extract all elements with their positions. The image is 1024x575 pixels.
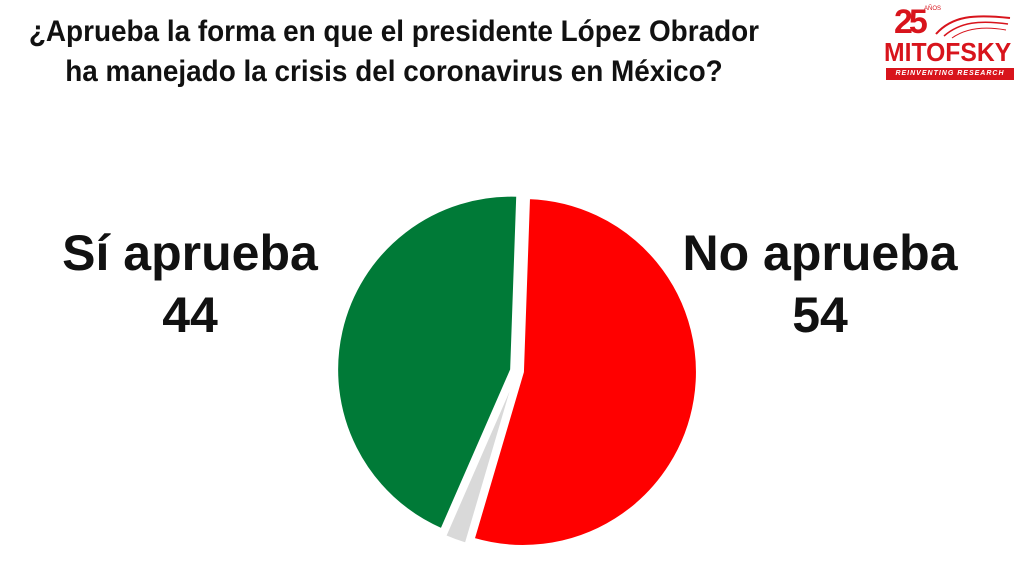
logo-anniversary-number: 25 <box>894 3 928 41</box>
label-no-aprueba: No aprueba 54 <box>665 222 975 346</box>
mitofsky-logo: 25 AÑOS MITOFSKY REINVENTING RESEARCH <box>880 3 1020 80</box>
logo-brand-name: MITOFSKY <box>884 37 1012 67</box>
chart-title: ¿Aprueba la forma en que el presidente L… <box>8 12 780 92</box>
logo-tagline: REINVENTING RESEARCH <box>886 68 1014 80</box>
logo-swoosh-icon <box>935 15 1011 39</box>
pie-slice-no-respuesta <box>443 376 516 545</box>
pie-slices <box>336 194 698 547</box>
logo-years-text: AÑOS <box>924 6 942 12</box>
label-si-aprueba: Sí aprueba 44 <box>40 222 340 346</box>
title-line-2: ha manejado la crisis del coronavirus en… <box>65 55 723 88</box>
label-no-name: No aprueba <box>682 225 958 281</box>
label-no-value: 54 <box>792 287 848 343</box>
label-si-name: Sí aprueba <box>62 225 318 281</box>
title-line-1: ¿Aprueba la forma en que el presidente L… <box>28 15 760 48</box>
pie-slice-si-aprueba <box>336 194 519 531</box>
pie-slice-no-aprueba <box>472 197 698 547</box>
label-si-value: 44 <box>162 287 218 343</box>
